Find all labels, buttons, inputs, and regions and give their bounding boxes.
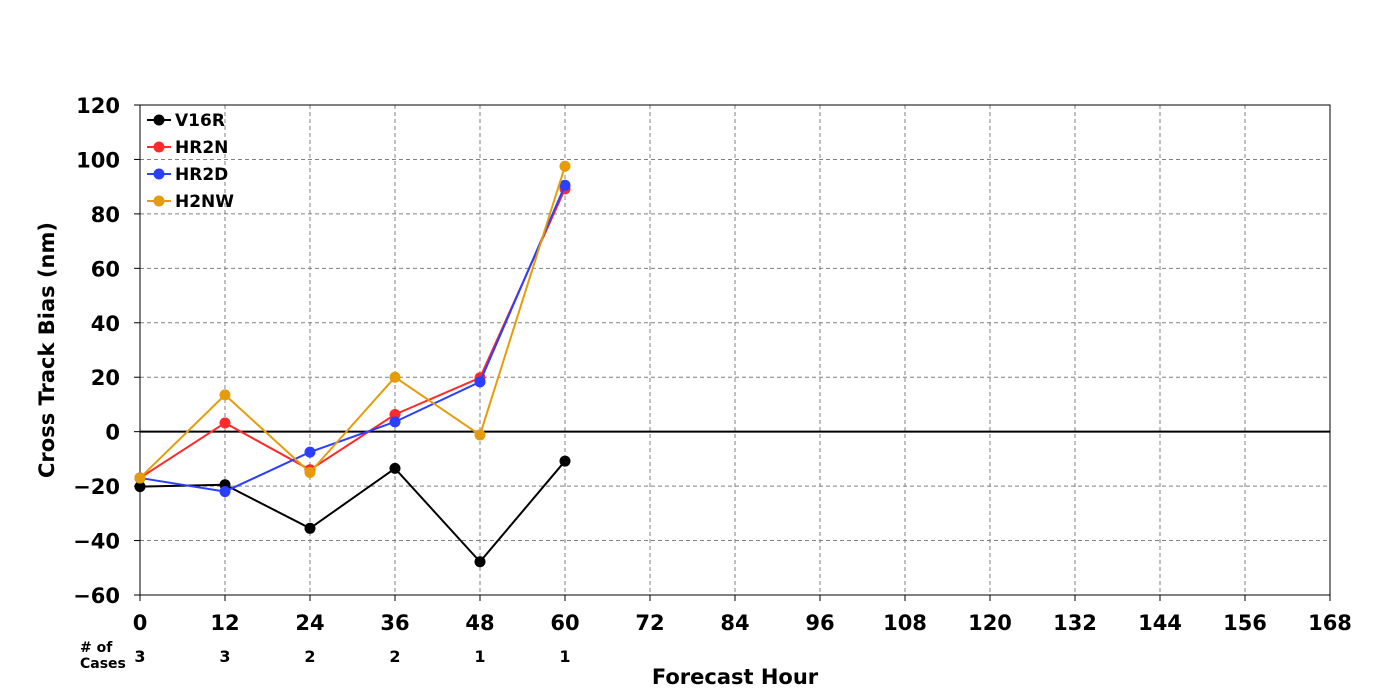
data-point-v16r bbox=[134, 481, 146, 493]
x-tick-label: 36 bbox=[380, 611, 409, 635]
y-tick-label: 0 bbox=[105, 421, 120, 445]
x-tick-label: 24 bbox=[295, 611, 324, 635]
series-line-v16r bbox=[139, 460, 566, 564]
x-tick-label: 144 bbox=[1138, 611, 1182, 635]
data-point-h2nw bbox=[134, 472, 146, 484]
series-line-hr2d bbox=[139, 184, 566, 493]
grid-layer bbox=[140, 105, 1330, 595]
data-point-v16r bbox=[304, 522, 316, 534]
data-point-h2nw bbox=[219, 389, 231, 401]
y-axis-title: Cross Track Bias (nm) bbox=[35, 222, 59, 478]
data-point-hr2d bbox=[474, 376, 486, 388]
x-tick-label: 108 bbox=[883, 611, 927, 635]
labels-layer: 0 12 24 36 48 60 72 84 96 108 120 132 144 156 168−60−4… bbox=[35, 94, 1352, 689]
x-tick-label: 156 bbox=[1223, 611, 1267, 635]
series-line-h2nw bbox=[139, 165, 566, 479]
legend-label-v16r: V16R bbox=[175, 111, 225, 131]
y-tick-label: −60 bbox=[73, 584, 120, 608]
legend-marker-h2nw bbox=[153, 195, 165, 207]
x-tick-label: 132 bbox=[1053, 611, 1097, 635]
y-tick-label: 20 bbox=[91, 366, 120, 390]
data-point-h2nw bbox=[559, 160, 571, 172]
legend-marker-v16r bbox=[153, 114, 165, 126]
data-point-v16r bbox=[559, 455, 571, 467]
series-line-hr2n bbox=[139, 188, 566, 479]
data-point-hr2d bbox=[389, 416, 401, 428]
series-v16r bbox=[134, 455, 571, 568]
legend: V16R HR2N HR2D H2NW bbox=[147, 111, 234, 212]
data-point-v16r bbox=[389, 462, 401, 474]
axes-layer bbox=[134, 104, 1331, 601]
series-hr2d bbox=[134, 179, 571, 498]
x-tick-label: 120 bbox=[968, 611, 1012, 635]
data-point-hr2d bbox=[559, 179, 571, 191]
data-point-v16r bbox=[474, 556, 486, 568]
cases-count: 3 bbox=[219, 647, 230, 666]
x-tick-label: 72 bbox=[635, 611, 664, 635]
y-tick-label: 100 bbox=[76, 148, 120, 172]
x-tick-label: 60 bbox=[550, 611, 579, 635]
series-h2nw bbox=[134, 160, 571, 484]
x-tick-label: 12 bbox=[210, 611, 239, 635]
y-tick-label: 60 bbox=[91, 257, 120, 281]
data-point-h2nw bbox=[389, 371, 401, 383]
y-tick-label: 40 bbox=[91, 312, 120, 336]
cases-label-line2: Cases bbox=[80, 656, 126, 672]
data-point-h2nw bbox=[474, 429, 486, 441]
legend-label-h2nw: H2NW bbox=[175, 192, 234, 212]
data-point-hr2d bbox=[219, 486, 231, 498]
series-layer bbox=[134, 160, 571, 568]
x-tick-label: 96 bbox=[805, 611, 834, 635]
legend-label-hr2d: HR2D bbox=[175, 165, 228, 185]
x-tick-label: 168 bbox=[1308, 611, 1352, 635]
cases-label-line1: # of bbox=[80, 640, 113, 656]
legend-marker-hr2d bbox=[153, 168, 165, 180]
data-point-hr2n bbox=[219, 417, 231, 429]
y-tick-label: 80 bbox=[91, 203, 120, 227]
cases-count: 3 bbox=[134, 647, 145, 666]
x-tick-label: 48 bbox=[465, 611, 494, 635]
data-point-h2nw bbox=[304, 467, 316, 478]
y-tick-label: −20 bbox=[73, 475, 120, 499]
x-tick-label: 0 bbox=[133, 611, 148, 635]
legend-marker-hr2n bbox=[153, 141, 165, 153]
data-point-hr2d bbox=[304, 446, 316, 458]
cases-count: 1 bbox=[559, 647, 570, 666]
y-tick-label: −40 bbox=[73, 530, 120, 554]
legend-label-hr2n: HR2N bbox=[175, 138, 228, 158]
cases-count: 1 bbox=[474, 647, 485, 666]
x-tick-label: 84 bbox=[720, 611, 749, 635]
series-hr2n bbox=[134, 183, 571, 484]
y-tick-label: 120 bbox=[76, 94, 120, 118]
x-axis-title: Forecast Hour bbox=[652, 665, 819, 689]
cases-count: 2 bbox=[304, 647, 315, 666]
cases-count: 2 bbox=[389, 647, 400, 666]
